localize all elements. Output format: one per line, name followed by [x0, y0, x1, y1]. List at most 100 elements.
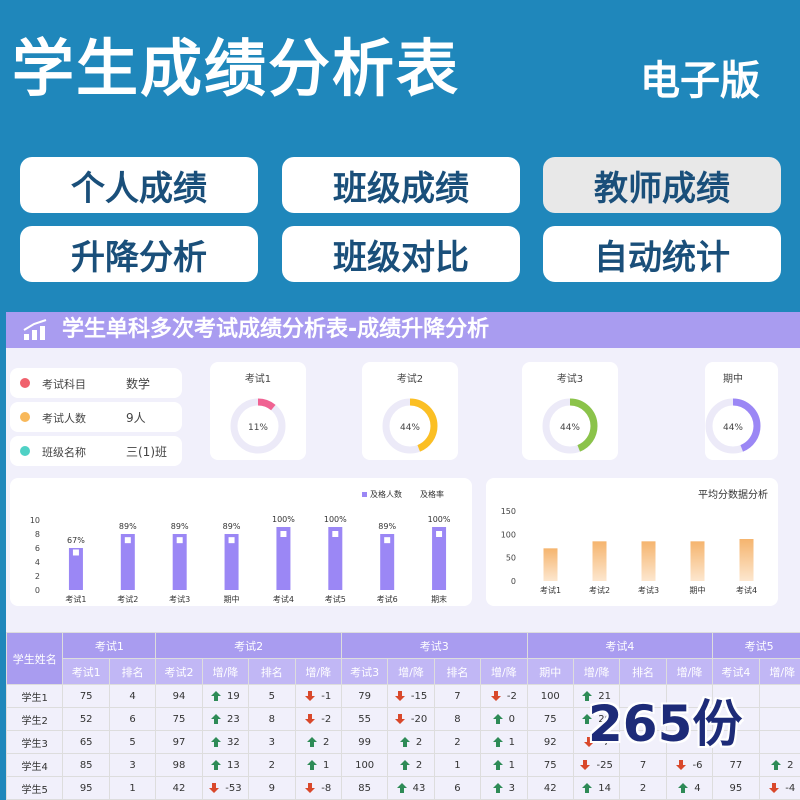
arrow — [211, 713, 222, 724]
score-table: 学生姓名 考试1 考试2 考试3 考试4 考试5 考试1 排名 考试2 增/降 排名 增/降 考试3 增/… — [5, 632, 800, 800]
promo-badge: 265份 — [588, 695, 743, 753]
arrow — [399, 759, 410, 770]
cell-value: 3 — [268, 736, 275, 748]
cell: 99 — [340, 730, 389, 754]
info-dot — [20, 446, 30, 456]
cell: -15 — [387, 684, 435, 708]
bar — [224, 534, 239, 590]
trend-arrow — [399, 736, 410, 747]
x-tick-label: 考试2 — [589, 585, 610, 595]
cell: 42 — [526, 776, 574, 800]
cell: 0 — [480, 707, 528, 731]
cell-value: 94 — [172, 690, 186, 702]
cell: 5 — [108, 730, 157, 754]
cell: 65 — [62, 730, 110, 754]
column-header: 考试4 — [712, 658, 760, 685]
cell-value: 5 — [129, 736, 136, 748]
x-tick-label: 考试6 — [377, 594, 398, 604]
cell: 1 — [294, 753, 342, 777]
cell-value: 5 — [268, 690, 275, 702]
donut-card: 考试2 44% — [362, 362, 458, 460]
group-header: 考试5 — [712, 632, 800, 659]
cell: 79 — [340, 684, 389, 708]
cell: 3 — [248, 730, 296, 754]
cell-value: 75 — [543, 759, 557, 771]
info-dot — [20, 412, 30, 422]
bar — [432, 527, 447, 590]
edition-badge: 电子版 — [640, 58, 760, 104]
cell-value: 4 — [694, 782, 701, 794]
column-header: 期中 — [526, 658, 574, 685]
donut-label: 考试1 — [245, 372, 271, 385]
table-row: 学生2 52 6 75 23 8 -2 55 -20 8 0 75 20 — [5, 707, 800, 731]
cell: -2 — [294, 707, 342, 731]
x-tick-label: 考试4 — [736, 585, 757, 595]
cell: 85 — [62, 753, 110, 777]
arrow — [394, 713, 405, 724]
cell-value: 52 — [79, 713, 93, 725]
cell: 43 — [387, 776, 435, 800]
trend-arrow — [307, 736, 318, 747]
cell-value: 0 — [508, 713, 516, 725]
trend-arrow — [490, 690, 501, 701]
y-tick-label: 0 — [511, 577, 516, 586]
cell-value: 85 — [358, 782, 371, 794]
cell-value: -20 — [410, 713, 428, 725]
legend-swatch — [412, 492, 417, 497]
arrow — [305, 713, 316, 724]
x-tick-label: 考试4 — [273, 594, 294, 604]
y-tick-label: 10 — [30, 516, 40, 525]
trend-arrow — [209, 782, 220, 793]
trend-arrow — [305, 690, 316, 701]
info-label: 考试科目 — [42, 378, 86, 391]
x-tick-label: 考试3 — [638, 585, 659, 595]
cell: 97 — [155, 730, 203, 754]
cell-value: 99 — [358, 736, 371, 748]
cell: 20 — [572, 707, 621, 731]
rate-marker — [72, 549, 79, 556]
cell-value: 55 — [358, 713, 371, 725]
rate-marker — [280, 531, 287, 537]
cell: 2 — [294, 730, 342, 754]
cell-value: 77 — [729, 759, 743, 771]
cell: 85 — [340, 776, 389, 800]
donut-value: 44% — [560, 423, 580, 433]
cell: 94 — [155, 684, 203, 708]
donut: 考试1 11% — [230, 372, 286, 454]
bar — [328, 527, 343, 590]
cell-value: 3 — [508, 782, 516, 794]
arrow — [211, 690, 222, 701]
cell: 92 — [526, 730, 574, 754]
column-header: 排名 — [619, 658, 667, 685]
cell-value: 1 — [129, 782, 136, 794]
trend-arrow — [399, 759, 410, 770]
cell-value: -15 — [410, 690, 428, 702]
group-header: 考试2 — [155, 632, 342, 659]
arrow — [307, 736, 318, 747]
info-card: 考试科目 数学 — [10, 368, 182, 398]
trend-arrow — [492, 782, 503, 793]
column-header: 考试3 — [340, 658, 389, 685]
trend-arrow — [580, 759, 591, 770]
trend-arrow — [211, 690, 222, 701]
donut-card: 期中 44% — [705, 362, 778, 460]
arrow — [492, 736, 503, 747]
cell-value: -53 — [225, 782, 242, 794]
bar — [68, 548, 83, 590]
column-header: 排名 — [248, 658, 296, 685]
bar — [543, 548, 558, 581]
cell-value: 9 — [268, 782, 275, 794]
feature-button: 班级成绩 — [282, 157, 520, 213]
cell-value: 21 — [598, 690, 612, 702]
cell-value: 6 — [454, 782, 461, 794]
cell-value: 42 — [543, 782, 557, 794]
cell-value: -7 — [599, 736, 610, 748]
cell: 2 — [433, 730, 482, 754]
trend-arrow — [396, 782, 407, 793]
table-row: 学生5 95 1 42 -53 9 -8 85 43 6 3 42 14 2 4 95 -4 — [5, 776, 800, 800]
feature-button: 班级对比 — [282, 226, 520, 282]
cell-value: 100 — [355, 759, 375, 771]
cell-value: -4 — [785, 782, 796, 794]
cell: 4 — [665, 776, 714, 800]
